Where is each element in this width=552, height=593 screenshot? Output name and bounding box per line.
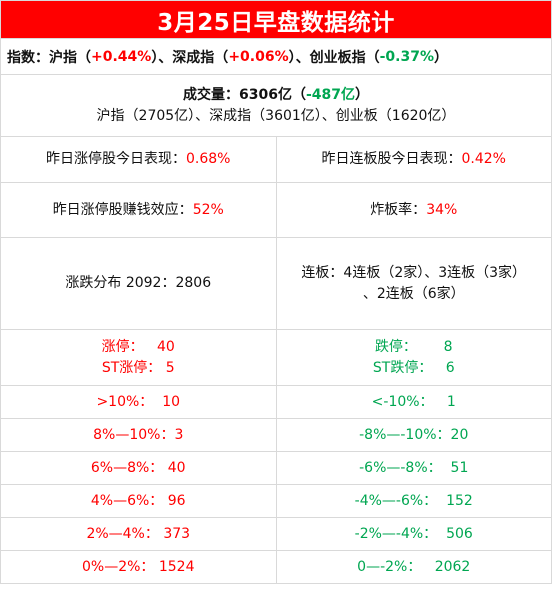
distribution-row: 涨跌分布 2092：2806 连板：4连板（2家）、3连板（3家） 、2连板（6… <box>1 238 552 330</box>
effect-row: 昨日涨停股赚钱效应：52% 炸板率：34% <box>1 183 552 238</box>
volume-row: 成交量：6306亿（-487亿） 沪指（2705亿）、深成指（3601亿）、创业… <box>1 75 552 137</box>
range-up-cell: 6%—8%： 40 <box>1 452 277 484</box>
streak-line-2: 、2连板（6家） <box>362 285 465 302</box>
limitup-performance: 昨日涨停股今日表现：0.68% <box>1 137 277 182</box>
sh-change: +0.44% <box>91 48 152 65</box>
volume-close: ） <box>355 87 369 104</box>
consecutive-value: 0.42% <box>461 151 506 168</box>
range-down-cell: -8%—-10%：20 <box>277 419 552 451</box>
limit-down-label: 跌停： <box>374 339 417 356</box>
range-down-cell: -2%—-4%： 506 <box>277 518 552 550</box>
broken-value: 34% <box>426 201 458 218</box>
range-up-value: 10 <box>162 393 181 410</box>
range-down-cell: -4%—-6%： 152 <box>277 485 552 517</box>
indices-label: 指数： <box>7 49 49 66</box>
consecutive-performance: 昨日连板股今日表现：0.42% <box>277 137 552 182</box>
limit-up-cell: 涨停： 40 ST涨停： 5 <box>1 330 277 385</box>
range-down-label: 0—-2%： <box>357 558 422 575</box>
range-down-value: 152 <box>446 492 473 509</box>
consecutive-label: 昨日连板股今日表现： <box>321 151 462 168</box>
broken-rate: 炸板率：34% <box>277 183 552 237</box>
st-limit-down-value: 6 <box>445 359 455 376</box>
range-up-cell: 0%—2%： 1524 <box>1 551 277 583</box>
range-down-label: -6%—-8%： <box>359 459 442 476</box>
indices-row: 指数： 沪指（ +0.44% ）、深成指（ +0.06% ）、创业板指（ -0.… <box>1 39 552 75</box>
range-up-value: 96 <box>167 492 186 509</box>
range-down-label: -8%—-10%： <box>359 426 451 443</box>
range-row: 8%—10%：3 -8%—-10%：20 <box>1 419 552 452</box>
volume-label: 成交量：6306亿（ <box>182 87 306 104</box>
range-down-label: -4%—-6%： <box>354 492 438 509</box>
range-up-cell: 8%—10%：3 <box>1 419 277 451</box>
range-up-value: 40 <box>167 459 186 476</box>
range-down-value: 506 <box>446 525 473 542</box>
range-down-label: -2%—-4%： <box>354 525 438 542</box>
range-up-label: >10%： <box>96 393 154 410</box>
range-up-value: 373 <box>163 525 191 542</box>
performance-row: 昨日涨停股今日表现：0.68% 昨日连板股今日表现：0.42% <box>1 137 552 183</box>
sh-name: 沪指（ <box>49 49 91 66</box>
range-up-label: 6%—8%： <box>90 459 164 476</box>
range-up-value: 1524 <box>158 558 195 575</box>
range-up-cell: 4%—6%： 96 <box>1 485 277 517</box>
streak-distribution: 连板：4连板（2家）、3连板（3家） 、2连板（6家） <box>277 238 552 329</box>
st-limit-up-label: ST涨停： <box>101 359 162 376</box>
volume-line: 成交量：6306亿（-487亿） <box>183 85 369 105</box>
sz-name: ）、深成指（ <box>151 49 229 66</box>
profit-value: 52% <box>192 201 224 218</box>
range-up-cell: >10%： 10 <box>1 386 277 418</box>
updown-text: 涨跌分布 2092：2806 <box>65 275 212 292</box>
limitup-value: 0.68% <box>186 151 231 168</box>
indices-line: 指数： 沪指（ +0.44% ）、深成指（ +0.06% ）、创业板指（ -0.… <box>1 39 552 74</box>
page-title: 3月25日早盘数据统计 <box>1 1 552 38</box>
title-row: 3月25日早盘数据统计 <box>1 1 552 39</box>
range-up-cell: 2%—4%： 373 <box>1 518 277 550</box>
broken-label: 炸板率： <box>370 201 427 218</box>
cy-close: ） <box>434 49 449 66</box>
range-down-cell: 0—-2%： 2062 <box>277 551 552 583</box>
st-limit-up-value: 5 <box>165 359 175 376</box>
range-down-value: 2062 <box>434 558 471 575</box>
range-up-label: 8%—10%： <box>93 426 175 443</box>
range-up-label: 0%—2%： <box>81 558 155 575</box>
range-down-cell: <-10%： 1 <box>277 386 552 418</box>
volume-cell: 成交量：6306亿（-487亿） 沪指（2705亿）、深成指（3601亿）、创业… <box>1 75 552 136</box>
range-down-cell: -6%—-8%： 51 <box>277 452 552 484</box>
range-row: 0%—2%： 1524 0—-2%： 2062 <box>1 551 552 584</box>
range-row: 4%—6%： 96 -4%—-6%： 152 <box>1 485 552 518</box>
limit-down-cell: 跌停： 8 ST跌停： 6 <box>277 330 552 385</box>
limit-up-label: 涨停： <box>101 339 144 356</box>
sz-change: +0.06% <box>228 48 289 65</box>
st-limit-down-label: ST跌停： <box>372 359 433 376</box>
limit-up-value: 40 <box>157 339 175 356</box>
range-row: 6%—8%： 40 -6%—-8%： 51 <box>1 452 552 485</box>
cy-name: ）、创业板指（ <box>288 49 380 66</box>
range-down-label: <-10%： <box>371 393 434 410</box>
profit-label: 昨日涨停股赚钱效应： <box>52 201 193 218</box>
updown-distribution: 涨跌分布 2092：2806 <box>1 238 277 329</box>
range-up-label: 4%—6%： <box>90 492 164 509</box>
range-down-value: 20 <box>450 426 469 443</box>
limitup-label: 昨日涨停股今日表现： <box>46 151 186 168</box>
volume-change: -487亿 <box>305 87 355 104</box>
limit-down-value: 8 <box>443 339 453 356</box>
range-up-label: 2%—4%： <box>86 525 159 542</box>
range-up-value: 3 <box>174 426 184 443</box>
range-down-value: 1 <box>446 393 456 410</box>
range-row: >10%： 10 <-10%： 1 <box>1 386 552 419</box>
streak-line-1: 连板：4连板（2家）、3连板（3家） <box>301 265 527 282</box>
cy-change: -0.37% <box>379 48 435 65</box>
limits-row: 涨停： 40 ST涨停： 5 跌停： 8 ST跌停： 6 <box>1 330 552 386</box>
profit-effect: 昨日涨停股赚钱效应：52% <box>1 183 277 237</box>
range-down-value: 51 <box>450 459 469 476</box>
range-row: 2%—4%： 373 -2%—-4%： 506 <box>1 518 552 551</box>
volume-breakdown: 沪指（2705亿）、深成指（3601亿）、创业板（1620亿） <box>96 107 456 124</box>
